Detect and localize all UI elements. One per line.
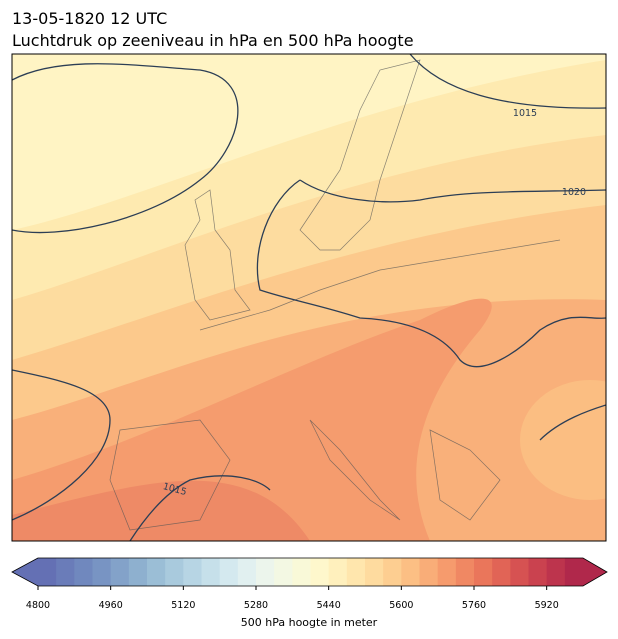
colorbar-segment bbox=[437, 558, 457, 586]
colorbar: 4800 4960 5120 5280 5440 5600 5760 5920 bbox=[11, 557, 608, 611]
colorbar-segment bbox=[310, 558, 330, 586]
colorbar-segment bbox=[256, 558, 275, 586]
colorbar-segment bbox=[219, 558, 239, 586]
colorbar-segment bbox=[74, 558, 93, 586]
colorbar-segment bbox=[38, 558, 57, 586]
colorbar-tick-label: 5440 bbox=[317, 600, 341, 611]
colorbar-segment bbox=[56, 558, 75, 586]
colorbar-outline bbox=[11, 557, 608, 587]
map-frame bbox=[11, 53, 607, 542]
colorbar-segment bbox=[492, 558, 511, 586]
colorbar-segment bbox=[546, 558, 566, 586]
colorbar-tick-label: 5760 bbox=[462, 600, 486, 611]
colorbar-segment bbox=[419, 558, 439, 586]
colorbar-segment bbox=[455, 558, 475, 586]
colorbar-segment bbox=[92, 558, 112, 586]
colorbar-segment bbox=[401, 558, 420, 586]
colorbar-segment bbox=[183, 558, 202, 586]
colorbar-segment bbox=[201, 558, 221, 586]
colorbar-segment bbox=[165, 558, 184, 586]
colorbar-tick-label: 5280 bbox=[244, 600, 268, 611]
colorbar-label: 500 hPa hoogte in meter bbox=[241, 616, 378, 629]
colorbar-extend-low bbox=[12, 558, 38, 586]
map: 1015 1020 1015 bbox=[11, 53, 607, 542]
colorbar-segment bbox=[383, 558, 402, 586]
colorbar-segment bbox=[237, 558, 257, 586]
colorbar-tick-label: 4800 bbox=[26, 600, 50, 611]
colorbar-segment bbox=[147, 558, 166, 586]
colorbar-segment bbox=[128, 558, 148, 586]
colorbar-segment bbox=[346, 558, 366, 586]
colorbar-tick-label: 5120 bbox=[171, 600, 195, 611]
colorbar-segment bbox=[110, 558, 130, 586]
colorbar-segment bbox=[292, 558, 311, 586]
colorbar-segment bbox=[510, 558, 529, 586]
subtitle: Luchtdruk op zeeniveau in hPa en 500 hPa… bbox=[12, 31, 414, 50]
isobar-label: 1020 bbox=[562, 187, 586, 198]
colorbar-segment bbox=[365, 558, 384, 586]
title: 13-05-1820 12 UTC bbox=[12, 9, 167, 28]
colorbar-segment bbox=[328, 558, 348, 586]
colorbar-segment bbox=[528, 558, 548, 586]
colorbar-tick-label: 5920 bbox=[535, 600, 559, 611]
colorbar-tick-label: 4960 bbox=[99, 600, 123, 611]
isobar-label: 1015 bbox=[513, 108, 537, 119]
colorbar-tick-label: 5600 bbox=[389, 600, 413, 611]
colorbar-segment bbox=[564, 558, 584, 586]
colorbar-extend-high bbox=[583, 558, 607, 586]
colorbar-segment bbox=[474, 558, 493, 586]
colorbar-segment bbox=[274, 558, 293, 586]
